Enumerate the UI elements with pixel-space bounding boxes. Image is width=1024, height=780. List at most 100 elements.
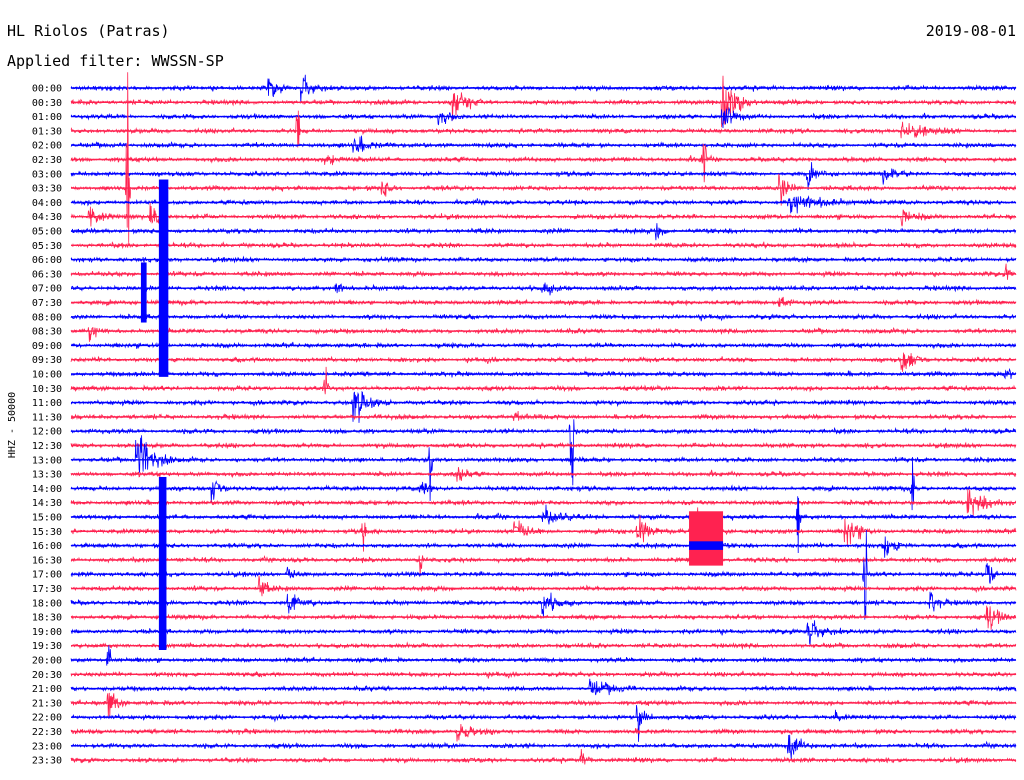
row-tick-label: 23:30 — [32, 756, 62, 767]
row-tick-label: 17:00 — [32, 570, 62, 581]
row-tick-label: 02:30 — [32, 155, 62, 166]
row-tick-label: 14:30 — [32, 498, 62, 509]
row-tick-label: 20:00 — [32, 656, 62, 667]
row-tick-label: 15:00 — [32, 513, 62, 524]
saturated-signal-block — [158, 179, 169, 377]
row-tick-label: 04:30 — [32, 212, 62, 223]
row-tick-label: 18:30 — [32, 613, 62, 624]
row-tick-label: 05:00 — [32, 227, 62, 238]
trace-1900 — [70, 620, 1017, 645]
trace-1300 — [70, 435, 1017, 502]
row-tick-label: 03:00 — [32, 169, 62, 180]
saturated-signal-block — [689, 541, 724, 550]
trace-0300 — [70, 162, 1017, 191]
row-tick-label: 01:00 — [32, 112, 62, 123]
trace-2130 — [70, 692, 1017, 719]
trace-0400 — [70, 195, 1017, 214]
row-tick-label: 07:30 — [32, 298, 62, 309]
trace-0800 — [70, 312, 1016, 322]
row-tick-label: 10:00 — [32, 370, 62, 381]
trace-2000 — [70, 645, 1017, 666]
tick-labels: 00:00 00:30 01:00 01:30 02:00 02:30 03:00 03:30… — [32, 84, 62, 767]
trace-2030 — [70, 670, 1017, 679]
row-tick-label: 01:30 — [32, 126, 62, 137]
trace-0030 — [70, 75, 1017, 128]
row-tick-label: 14:00 — [32, 484, 62, 495]
trace-1600 — [70, 536, 1017, 558]
filter-label: Applied filter: WWSSN-SP — [7, 52, 224, 70]
trace-1400 — [70, 456, 1017, 511]
trace-0000 — [70, 74, 1017, 104]
trace-0630 — [70, 263, 1017, 280]
row-tick-label: 12:30 — [32, 441, 62, 452]
row-tick-label: 13:30 — [32, 470, 62, 481]
row-tick-label: 03:30 — [32, 184, 62, 195]
trace-1830 — [70, 605, 1017, 630]
trace-1930 — [71, 641, 1017, 651]
trace-0600 — [70, 255, 1017, 264]
trace-1030 — [70, 366, 1017, 395]
row-tick-label: 23:00 — [32, 741, 62, 752]
row-tick-label: 08:30 — [32, 327, 62, 338]
trace-0530 — [71, 240, 1017, 250]
row-tick-label: 22:30 — [32, 727, 62, 738]
trace-2330 — [70, 748, 1017, 765]
date-label: 2019-08-01 — [926, 22, 1016, 40]
trace-1130 — [70, 410, 1017, 422]
trace-0200 — [70, 135, 1017, 153]
trace-0130 — [70, 110, 1017, 148]
row-tick-label: 21:30 — [32, 698, 62, 709]
row-tick-label: 02:00 — [32, 141, 62, 152]
row-tick-label: 00:30 — [32, 98, 62, 109]
row-tick-label: 17:30 — [32, 584, 62, 595]
row-tick-label: 07:00 — [32, 284, 62, 295]
row-tick-label: 15:30 — [32, 527, 62, 538]
saturated-signal-block — [140, 262, 147, 323]
row-tick-label: 20:30 — [32, 670, 62, 681]
row-tick-label: 10:30 — [32, 384, 62, 395]
trace-0930 — [70, 352, 1017, 372]
trace-1530 — [70, 507, 1017, 565]
trace-0100 — [70, 106, 1017, 129]
row-tick-label: 12:00 — [32, 427, 62, 438]
saturated-signal-block — [158, 476, 167, 650]
row-tick-label: 13:00 — [32, 455, 62, 466]
trace-group — [70, 72, 1017, 765]
y-axis-label: HHZ - 50000 — [7, 392, 18, 458]
trace-1100 — [70, 390, 1017, 423]
trace-1230 — [70, 441, 1017, 450]
trace-1000 — [70, 367, 1017, 380]
row-tick-label: 18:00 — [32, 598, 62, 609]
trace-2200 — [71, 705, 1017, 742]
row-tick-label: 16:00 — [32, 541, 62, 552]
trace-1730 — [70, 575, 1017, 597]
saturated-signal-block — [689, 511, 724, 566]
row-tick-label: 04:00 — [32, 198, 62, 209]
row-tick-label: 06:30 — [32, 269, 62, 280]
row-tick-label: 21:00 — [32, 684, 62, 695]
row-tick-label: 11:30 — [32, 412, 62, 423]
trace-0230 — [70, 143, 1017, 183]
trace-2300 — [70, 734, 1017, 760]
trace-1500 — [70, 496, 1017, 554]
trace-1200 — [70, 419, 1017, 486]
row-tick-label: 19:30 — [32, 641, 62, 652]
row-tick-label: 00:00 — [32, 84, 62, 95]
trace-1430 — [70, 489, 1017, 516]
trace-0730 — [70, 296, 1017, 308]
trace-0900 — [70, 341, 1017, 350]
trace-1330 — [70, 467, 1017, 482]
trace-1630 — [70, 555, 1017, 577]
trace-0700 — [71, 282, 1017, 296]
row-tick-label: 11:00 — [32, 398, 62, 409]
trace-0330 — [71, 72, 1017, 243]
station-title: HL Riolos (Patras) — [7, 22, 170, 40]
trace-0500 — [70, 223, 1017, 241]
row-tick-label: 22:00 — [32, 713, 62, 724]
trace-0830 — [70, 326, 1017, 342]
row-tick-label: 06:00 — [32, 255, 62, 266]
row-tick-label: 05:30 — [32, 241, 62, 252]
trace-0430 — [70, 202, 1017, 227]
row-tick-label: 08:00 — [32, 312, 62, 323]
